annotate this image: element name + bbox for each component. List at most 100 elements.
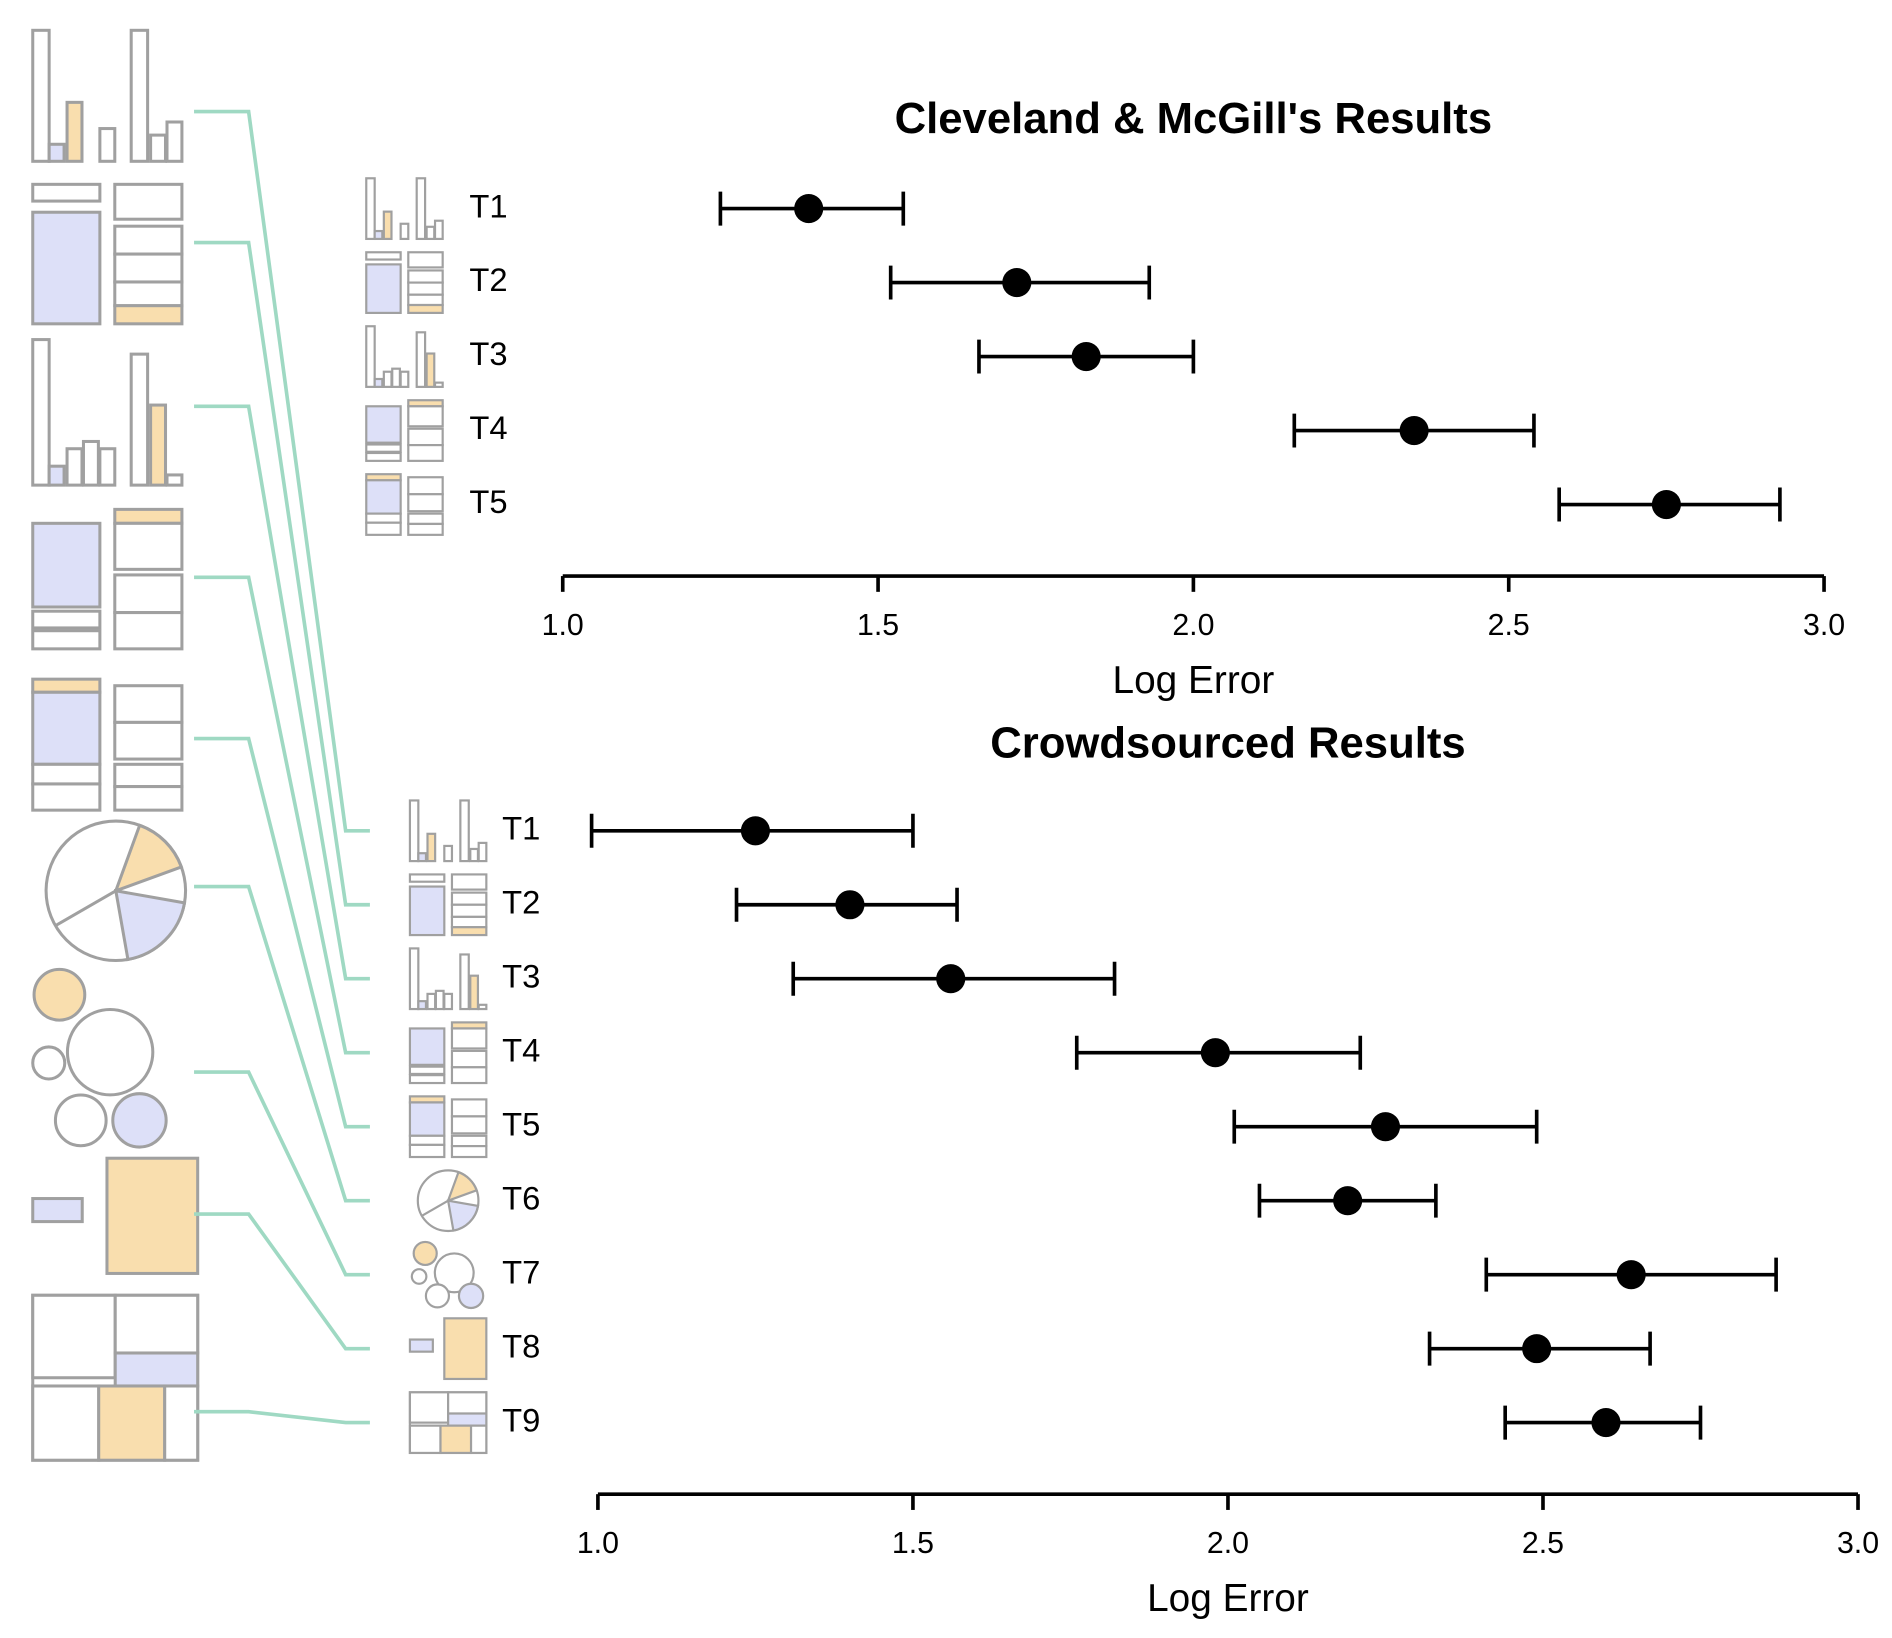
icon-rect	[65, 447, 84, 487]
icon-rect	[113, 573, 184, 615]
icon-rect	[407, 293, 444, 307]
icon-rect	[408, 1143, 446, 1159]
row-label: T4	[469, 409, 507, 446]
connector	[194, 240, 370, 907]
icon-rect	[113, 280, 184, 308]
icon-rect	[408, 1065, 446, 1076]
chart-icon	[31, 967, 168, 1149]
chart-icon	[31, 507, 184, 651]
icon-rect	[31, 629, 102, 651]
icon-circle	[31, 1045, 67, 1081]
icon-rect	[459, 953, 470, 1011]
pie-slice	[446, 1199, 480, 1232]
icon-rect	[129, 352, 150, 487]
icon-rect	[415, 331, 427, 388]
icon-rect	[407, 251, 444, 269]
row-label: T5	[469, 483, 507, 520]
icon-rect	[81, 439, 100, 487]
icon-rect	[113, 507, 184, 525]
icon-rect	[408, 1101, 446, 1137]
connector	[194, 404, 370, 981]
icon-rect	[31, 1293, 117, 1380]
chart-icon	[365, 177, 444, 241]
x-tick-label: 1.5	[892, 1527, 934, 1560]
chart-icon	[365, 251, 444, 314]
icon-rect	[365, 325, 376, 388]
row-label: T1	[469, 187, 507, 224]
chart-icon	[408, 947, 488, 1011]
icon-rect	[31, 1197, 84, 1224]
chart-icon	[408, 1317, 488, 1381]
icon-rect	[165, 120, 184, 163]
x-tick-label: 1.5	[857, 609, 899, 642]
icon-rect	[433, 219, 444, 241]
icon-rect	[433, 381, 444, 388]
chart-title: Crowdsourced Results	[990, 718, 1465, 767]
icon-rect	[113, 304, 184, 326]
icon-rect	[407, 512, 444, 526]
icon-rect	[365, 521, 402, 536]
icon-rect	[450, 1115, 488, 1135]
icon-rect	[469, 847, 480, 863]
icon-rect	[407, 281, 444, 296]
connector	[194, 1070, 370, 1277]
mean-dot	[1651, 489, 1681, 520]
icon-rect	[477, 841, 488, 863]
mean-dot	[1522, 1334, 1552, 1364]
icon-rect	[365, 451, 402, 462]
icon-rect	[113, 611, 184, 651]
icon-rect	[113, 762, 184, 789]
icon-rect	[439, 1424, 473, 1455]
pie-slice	[113, 888, 187, 962]
icon-rect	[31, 338, 51, 487]
x-tick-label: 1.0	[577, 1527, 619, 1560]
icon-rect	[443, 844, 454, 863]
row-label: T3	[502, 957, 540, 994]
icon-rect	[113, 785, 184, 812]
icon-rect	[407, 303, 444, 314]
icon-rect	[450, 1145, 488, 1159]
pie-divider	[54, 889, 117, 927]
icon-rect	[47, 142, 66, 163]
icon-rect	[98, 127, 117, 163]
x-tick-label: 3.0	[1803, 609, 1845, 642]
icon-rect	[149, 403, 168, 487]
icon-rect	[434, 989, 445, 1011]
icon-rect	[477, 1003, 488, 1011]
chart-icon	[31, 182, 184, 326]
icon-circle	[32, 967, 87, 1022]
icon-rect	[408, 1027, 446, 1066]
icon-rect	[382, 370, 393, 388]
mean-dot	[1399, 415, 1429, 446]
icon-rect	[408, 873, 446, 883]
icon-rect	[450, 891, 488, 906]
icon-rect	[425, 352, 436, 388]
icon-rect	[450, 873, 488, 891]
icon-rect	[450, 926, 488, 937]
icon-rect	[407, 444, 444, 462]
icon-rect	[365, 263, 402, 314]
icon-rect	[31, 521, 102, 609]
x-axis-label: Log Error	[1147, 1577, 1309, 1620]
chart-icon	[31, 677, 184, 812]
icon-rect	[31, 762, 102, 786]
icon-rect	[408, 1074, 446, 1085]
icon-rect	[407, 476, 444, 496]
icon-rect	[450, 1134, 488, 1148]
icon-rect	[407, 427, 444, 447]
row-label: T6	[502, 1179, 540, 1216]
icon-rect	[65, 100, 84, 163]
icon-rect	[129, 28, 150, 163]
icon-rect	[31, 782, 102, 812]
row-label: T2	[502, 883, 540, 920]
icon-rect	[407, 269, 444, 284]
pie-slice	[446, 1170, 479, 1203]
row-label: T9	[502, 1401, 540, 1438]
icon-rect	[450, 1098, 488, 1118]
mean-dot	[936, 964, 966, 994]
x-tick-label: 1.0	[542, 609, 584, 642]
chart-icon	[44, 819, 188, 963]
icon-rect	[365, 443, 402, 453]
icon-rect	[163, 1384, 200, 1462]
